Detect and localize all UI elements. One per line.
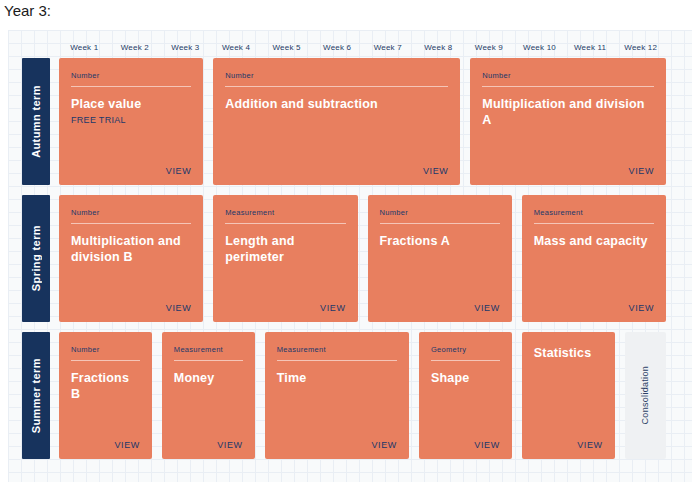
week-header-8: Week 8 <box>413 43 464 52</box>
week-header-row: Week 1 Week 2 Week 3 Week 4 Week 5 Week … <box>22 30 666 58</box>
topic-card-place-value[interactable]: Number Place value FREE TRIAL VIEW <box>59 58 203 185</box>
view-link[interactable]: VIEW <box>217 440 242 450</box>
topic-category: Measurement <box>174 345 243 361</box>
summer-term-row: Summer term Number Fractions B VIEW Meas… <box>22 332 666 459</box>
topic-category: Measurement <box>534 208 654 224</box>
view-link[interactable]: VIEW <box>166 166 191 176</box>
view-link[interactable]: VIEW <box>114 440 139 450</box>
topic-card-fractions-a[interactable]: Number Fractions A VIEW <box>368 195 512 322</box>
page-title: Year 3: <box>4 2 51 19</box>
topic-category: Geometry <box>431 345 500 361</box>
week-header-3: Week 3 <box>160 43 211 52</box>
topic-category: Measurement <box>225 208 345 224</box>
topic-card-money[interactable]: Measurement Money VIEW <box>162 332 255 459</box>
topic-category: Number <box>71 345 140 361</box>
free-trial-label: FREE TRIAL <box>71 115 191 125</box>
topic-category: Number <box>482 71 654 87</box>
term-label-autumn: Autumn term <box>22 58 50 185</box>
view-link[interactable]: VIEW <box>577 440 602 450</box>
term-label-summer: Summer term <box>22 332 50 459</box>
week-header-1: Week 1 <box>59 43 110 52</box>
topic-title: Statistics <box>534 345 603 361</box>
topic-title: Money <box>174 370 243 386</box>
week-header-12: Week 12 <box>615 43 666 52</box>
view-link[interactable]: VIEW <box>474 440 499 450</box>
week-header-2: Week 2 <box>110 43 161 52</box>
curriculum-board: Week 1 Week 2 Week 3 Week 4 Week 5 Week … <box>8 30 692 482</box>
consolidation-card: Consolidation <box>625 332 666 459</box>
consolidation-label: Consolidation <box>640 366 650 424</box>
view-link[interactable]: VIEW <box>372 440 397 450</box>
view-link[interactable]: VIEW <box>629 303 654 313</box>
topic-category: Number <box>71 208 191 224</box>
topic-card-statistics[interactable]: Statistics VIEW <box>522 332 615 459</box>
week-header-10: Week 10 <box>514 43 565 52</box>
topic-title: Place value <box>71 96 191 112</box>
topic-category: Number <box>225 71 448 87</box>
topic-title: Shape <box>431 370 500 386</box>
topic-title: Addition and subtraction <box>225 96 448 112</box>
topic-title: Time <box>277 370 397 386</box>
topic-card-mass-capacity[interactable]: Measurement Mass and capacity VIEW <box>522 195 666 322</box>
view-link[interactable]: VIEW <box>474 303 499 313</box>
topic-title: Fractions A <box>380 233 500 249</box>
week-header-9: Week 9 <box>464 43 515 52</box>
week-header-4: Week 4 <box>211 43 262 52</box>
week-header-11: Week 11 <box>565 43 616 52</box>
topic-title: Length and perimeter <box>225 233 345 266</box>
view-link[interactable]: VIEW <box>166 303 191 313</box>
topic-title: Multiplication and division A <box>482 96 654 129</box>
topic-category: Number <box>380 208 500 224</box>
week-header-6: Week 6 <box>312 43 363 52</box>
topic-card-multiplication-division-a[interactable]: Number Multiplication and division A VIE… <box>470 58 666 185</box>
topic-category: Number <box>71 71 191 87</box>
topic-category: Measurement <box>277 345 397 361</box>
spring-term-row: Spring term Number Multiplication and di… <box>22 195 666 322</box>
view-link[interactable]: VIEW <box>629 166 654 176</box>
topic-card-multiplication-division-b[interactable]: Number Multiplication and division B VIE… <box>59 195 203 322</box>
topic-card-time[interactable]: Measurement Time VIEW <box>265 332 409 459</box>
topic-card-shape[interactable]: Geometry Shape VIEW <box>419 332 512 459</box>
topic-card-addition-subtraction[interactable]: Number Addition and subtraction VIEW <box>213 58 460 185</box>
topic-title: Mass and capacity <box>534 233 654 249</box>
view-link[interactable]: VIEW <box>423 166 448 176</box>
term-label-spring: Spring term <box>22 195 50 322</box>
topic-title: Fractions B <box>71 370 140 403</box>
week-header-5: Week 5 <box>261 43 312 52</box>
week-header-7: Week 7 <box>362 43 413 52</box>
autumn-term-row: Autumn term Number Place value FREE TRIA… <box>22 58 666 185</box>
topic-title: Multiplication and division B <box>71 233 191 266</box>
topic-card-fractions-b[interactable]: Number Fractions B VIEW <box>59 332 152 459</box>
topic-card-length-perimeter[interactable]: Measurement Length and perimeter VIEW <box>213 195 357 322</box>
view-link[interactable]: VIEW <box>320 303 345 313</box>
